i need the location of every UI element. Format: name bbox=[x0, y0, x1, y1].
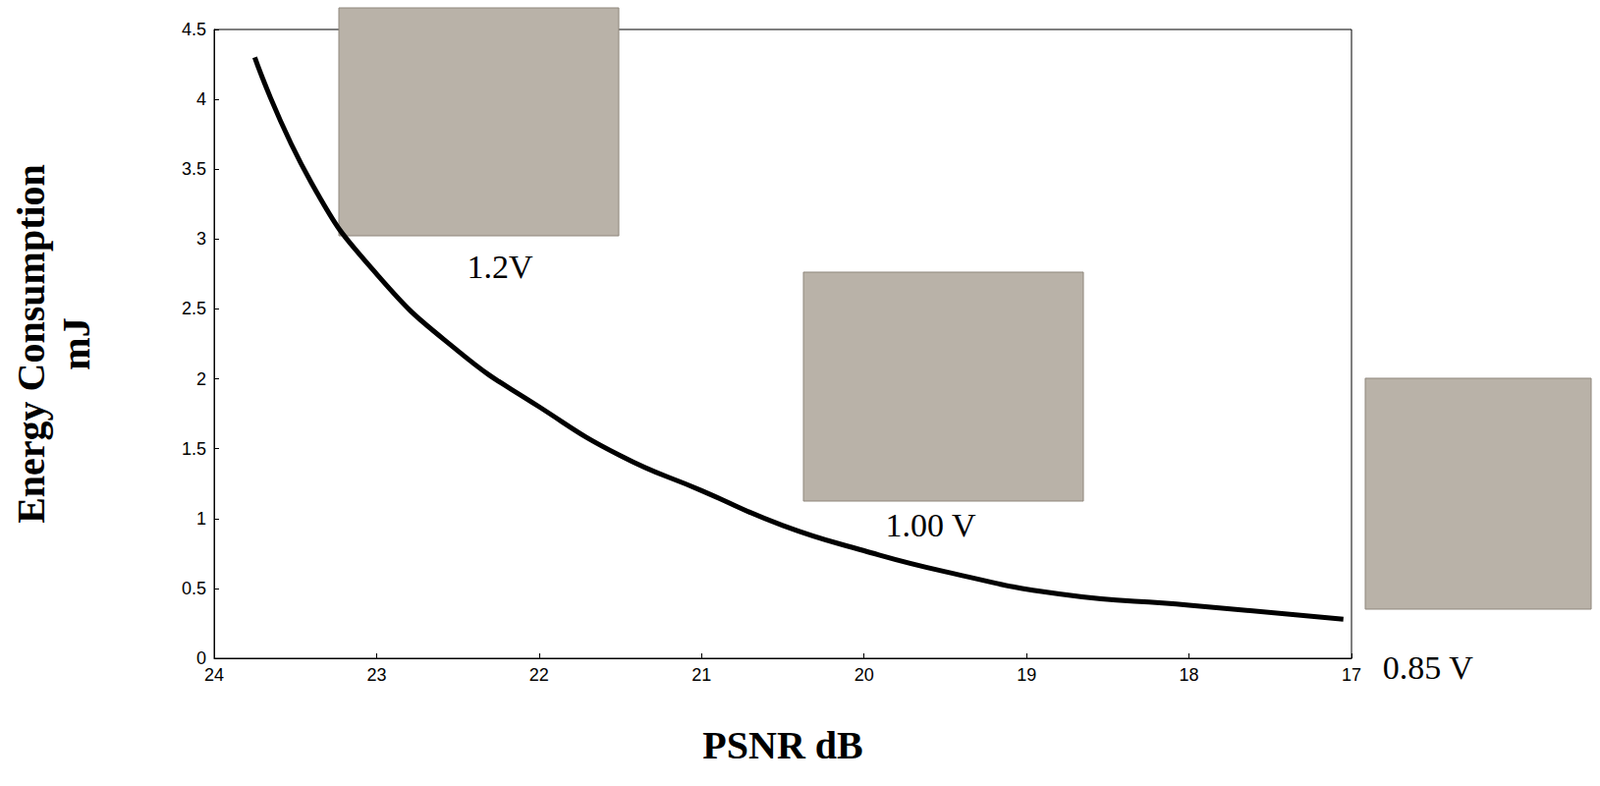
svg-text:Energy Consumption: Energy Consumption bbox=[8, 164, 54, 524]
svg-text:1.2V: 1.2V bbox=[467, 248, 535, 285]
svg-text:0.5: 0.5 bbox=[181, 578, 207, 599]
svg-text:2: 2 bbox=[196, 369, 207, 389]
svg-text:19: 19 bbox=[1016, 664, 1037, 685]
svg-text:20: 20 bbox=[854, 664, 875, 685]
svg-text:4: 4 bbox=[196, 89, 207, 110]
svg-text:3.5: 3.5 bbox=[181, 159, 207, 179]
svg-text:22: 22 bbox=[529, 664, 550, 685]
svg-text:0.85 V: 0.85 V bbox=[1382, 649, 1474, 686]
svg-text:4.5: 4.5 bbox=[181, 19, 207, 40]
svg-text:24: 24 bbox=[204, 664, 224, 685]
svg-text:mJ: mJ bbox=[54, 317, 99, 370]
svg-text:1: 1 bbox=[196, 508, 207, 529]
svg-text:1.5: 1.5 bbox=[181, 439, 207, 459]
svg-text:17: 17 bbox=[1341, 664, 1362, 685]
svg-text:0: 0 bbox=[196, 648, 207, 668]
svg-text:3: 3 bbox=[196, 228, 207, 249]
svg-text:18: 18 bbox=[1179, 664, 1200, 685]
svg-text:2.5: 2.5 bbox=[181, 298, 207, 319]
svg-text:23: 23 bbox=[366, 664, 387, 685]
svg-text:21: 21 bbox=[691, 664, 712, 685]
svg-text:1.00 V: 1.00 V bbox=[885, 506, 977, 544]
svg-text:PSNR dB: PSNR dB bbox=[702, 722, 863, 768]
